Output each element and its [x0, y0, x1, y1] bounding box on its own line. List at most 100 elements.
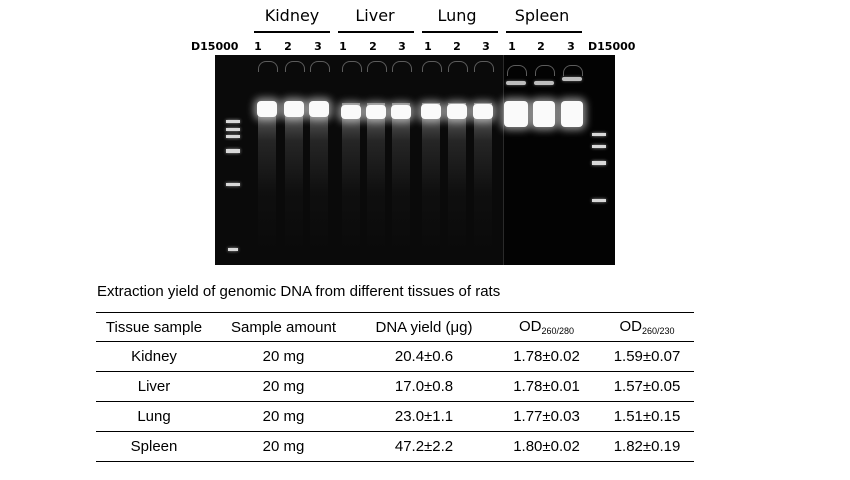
group-underline-lung [422, 31, 498, 33]
gel-panel [503, 55, 615, 265]
dna-band [309, 101, 329, 117]
ladder-band [226, 149, 240, 153]
dna-yield-table: Tissue sample Sample amount DNA yield (μ… [96, 312, 694, 462]
table-row: Lung 20 mg 23.0±1.1 1.77±0.03 1.51±0.15 [96, 401, 694, 432]
gel-well [392, 61, 412, 72]
lane-number: 2 [369, 40, 377, 53]
column-header-od-260-230: OD260/230 [600, 312, 694, 342]
dna-smear [310, 103, 328, 253]
cell-amount: 20 mg [212, 341, 355, 372]
lane-number: 3 [482, 40, 490, 53]
dna-smear [422, 103, 440, 253]
cell-tissue: Liver [96, 371, 212, 402]
group-label-spleen: Spleen [514, 6, 570, 25]
od-subscript: 260/280 [541, 326, 575, 336]
dna-band [366, 105, 386, 119]
gel-well [258, 61, 278, 72]
gel-well [563, 65, 583, 76]
lane-number: 3 [314, 40, 322, 53]
gel-image [215, 55, 615, 265]
od-label: OD [619, 318, 642, 335]
ladder-band [592, 199, 606, 202]
group-underline-kidney [254, 31, 330, 33]
ladder-band [592, 145, 606, 148]
table-row: Kidney 20 mg 20.4±0.6 1.78±0.02 1.59±0.0… [96, 341, 694, 372]
dna-band [562, 77, 582, 81]
column-header-od-260-280: OD260/280 [493, 312, 600, 342]
column-header-yield: DNA yield (μg) [355, 312, 493, 342]
cell-tissue: Lung [96, 401, 212, 432]
gel-well [285, 61, 305, 72]
group-label-kidney: Kidney [264, 6, 320, 25]
gel-well [535, 65, 555, 76]
dna-smear [474, 103, 492, 253]
lane-number: 3 [398, 40, 406, 53]
cell-tissue: Kidney [96, 341, 212, 372]
dna-band [534, 81, 554, 85]
dna-band [561, 101, 583, 127]
dna-band [504, 101, 528, 127]
dna-smear [258, 103, 276, 253]
dna-band [341, 105, 361, 119]
group-underline-liver [338, 31, 414, 33]
group-label-liver: Liver [355, 6, 395, 25]
cell-yield: 17.0±0.8 [355, 371, 493, 402]
ladder-band [226, 183, 240, 186]
cell-amount: 20 mg [212, 371, 355, 402]
lane-number: 1 [254, 40, 262, 53]
cell-od-260-230: 1.59±0.07 [600, 341, 694, 372]
cell-od-260-230: 1.57±0.05 [600, 371, 694, 402]
column-header-amount: Sample amount [212, 312, 355, 342]
ladder-band [592, 133, 606, 136]
gel-well [474, 61, 494, 72]
cell-od-260-280: 1.77±0.03 [493, 401, 600, 432]
cell-amount: 20 mg [212, 401, 355, 432]
marker-label-right: D15000 [588, 40, 636, 53]
dna-band [421, 104, 441, 119]
dna-smear [285, 103, 303, 253]
cell-od-260-230: 1.82±0.19 [600, 431, 694, 462]
dna-band [284, 101, 304, 117]
dna-smear [342, 103, 360, 253]
dna-smear [392, 103, 410, 253]
gel-well [448, 61, 468, 72]
cell-od-260-280: 1.78±0.02 [493, 341, 600, 372]
lane-number: 3 [567, 40, 575, 53]
lane-number: 1 [508, 40, 516, 53]
lane-number: 2 [453, 40, 461, 53]
lane-number: 2 [537, 40, 545, 53]
dna-band [257, 101, 277, 117]
dna-smear [367, 103, 385, 253]
cell-yield: 23.0±1.1 [355, 401, 493, 432]
dna-band [533, 101, 555, 127]
gel-panel [215, 55, 503, 265]
table-caption: Extraction yield of genomic DNA from dif… [97, 283, 501, 300]
table-row: Liver 20 mg 17.0±0.8 1.78±0.01 1.57±0.05 [96, 371, 694, 402]
gel-well [310, 61, 330, 72]
ladder-band [226, 135, 240, 138]
cell-od-260-230: 1.51±0.15 [600, 401, 694, 432]
dna-band [473, 104, 493, 119]
ladder-band [226, 120, 240, 123]
group-underline-spleen [506, 31, 582, 33]
cell-od-260-280: 1.78±0.01 [493, 371, 600, 402]
ladder-band [592, 161, 606, 165]
cell-tissue: Spleen [96, 431, 212, 462]
od-subscript: 260/230 [641, 326, 675, 336]
gel-well [422, 61, 442, 72]
dna-band [447, 104, 467, 119]
dna-band [506, 81, 526, 85]
od-label: OD [518, 318, 542, 335]
gel-well [367, 61, 387, 72]
lane-number: 1 [424, 40, 432, 53]
cell-od-260-280: 1.80±0.02 [493, 431, 600, 462]
column-header-tissue: Tissue sample [96, 312, 212, 342]
lane-number: 2 [284, 40, 292, 53]
ladder-band [228, 248, 238, 251]
group-label-lung: Lung [437, 6, 477, 25]
cell-yield: 47.2±2.2 [355, 431, 493, 462]
lane-number: 1 [339, 40, 347, 53]
table-row: Spleen 20 mg 47.2±2.2 1.80±0.02 1.82±0.1… [96, 431, 694, 462]
cell-yield: 20.4±0.6 [355, 341, 493, 372]
gel-well [507, 65, 527, 76]
